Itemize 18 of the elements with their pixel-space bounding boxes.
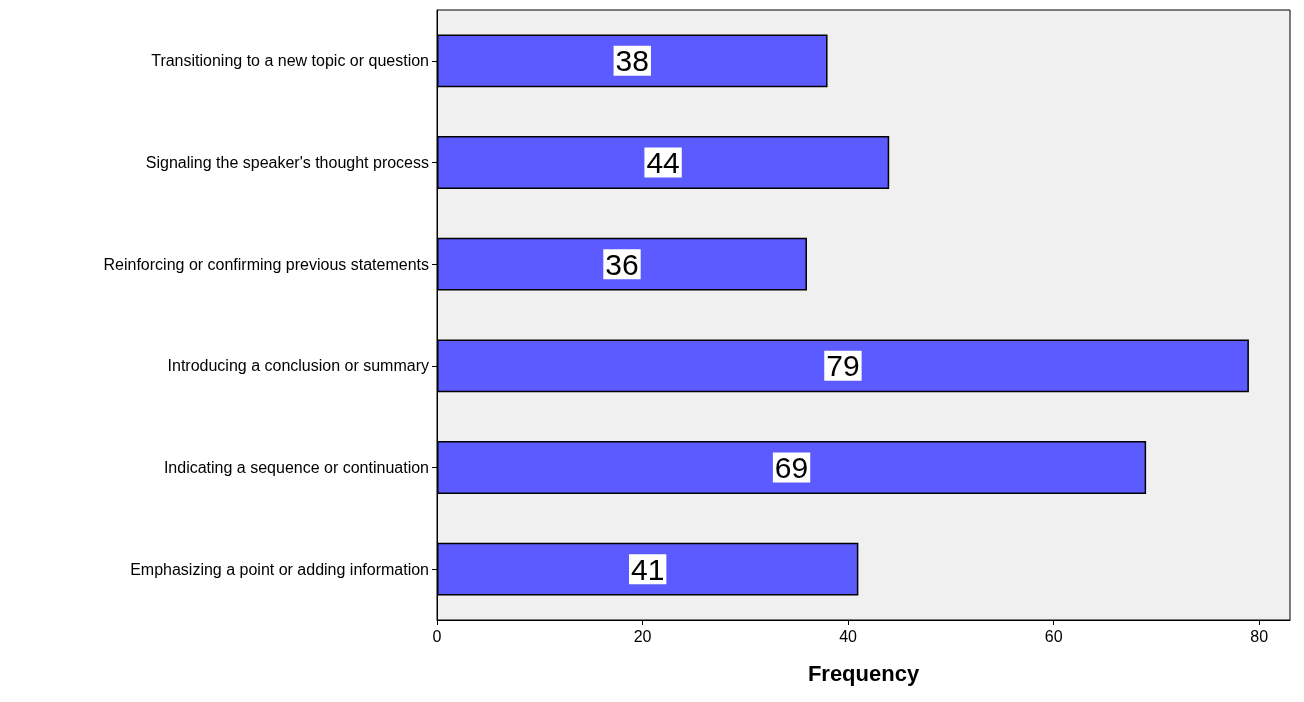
y-tick-label: Indicating a sequence or continuation	[163, 459, 429, 476]
y-tick-label: Reinforcing or confirming previous statements	[103, 255, 429, 273]
y-tick-label: Emphasizing a point or adding information	[130, 560, 429, 578]
data-label: 41	[630, 552, 665, 586]
x-tick-label: 80	[1250, 627, 1269, 645]
data-label: 44	[646, 146, 680, 179]
y-tick-label: Transitioning to a new topic or question	[151, 52, 429, 70]
x-tick-label: 20	[633, 627, 652, 645]
y-tick-label: Signaling the speaker's thought process	[145, 154, 429, 171]
data-label: 79	[826, 349, 860, 383]
x-tick-label: 0	[432, 627, 442, 645]
x-tick-label: 40	[839, 627, 858, 645]
y-tick-label: Introducing a conclusion or summary	[167, 357, 429, 375]
x-axis-title: Frequency	[807, 660, 920, 686]
x-tick-label: 60	[1044, 627, 1063, 645]
data-label: 36	[605, 247, 639, 281]
data-label: 38	[615, 44, 649, 78]
data-label: 69	[774, 451, 809, 484]
